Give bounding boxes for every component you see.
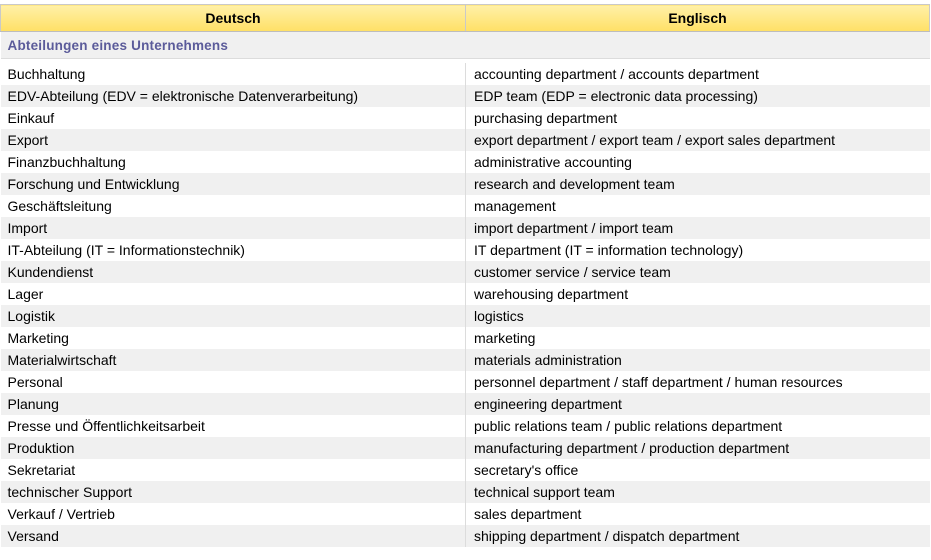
column-header-deutsch: Deutsch [0, 4, 466, 32]
cell-englisch: sales department [465, 503, 930, 525]
cell-englisch: shipping department / dispatch departmen… [465, 525, 930, 547]
cell-englisch: technical support team [465, 481, 930, 503]
cell-deutsch: Logistik [0, 305, 466, 327]
table-row: Produktion manufacturing department / pro… [0, 437, 930, 459]
cell-deutsch: Einkauf [7, 110, 55, 126]
cell-deutsch: Buchhaltung [7, 66, 86, 82]
cell-englisch: research and development team [465, 173, 930, 195]
cell-englisch: personnel department / staff department … [465, 371, 930, 393]
cell-deutsch: Produktion [0, 437, 466, 459]
table-row: Export export department / export team / … [0, 129, 930, 151]
cell-deutsch: Materialwirtschaft [0, 349, 466, 371]
cell-deutsch: Personal [7, 374, 63, 390]
table-row: Forschung und Entwicklung research and de… [0, 173, 930, 195]
cell-englisch: engineering department [465, 393, 930, 415]
cell-englisch: manufacturing department / production de… [465, 437, 930, 459]
cell-deutsch: Finanzbuchhaltung [7, 154, 126, 170]
section-title: Abteilungen eines Unternehmens [0, 31, 930, 59]
table-row: Presse und Öffentlichkeitsarbeit public r… [1, 415, 930, 437]
table-row: Verkauf / Vertrieb sales department [1, 503, 930, 525]
table-header-row: Deutsch Englisch [0, 4, 930, 32]
cell-deutsch: Geschäftsleitung [7, 198, 112, 214]
cell-englisch: IT department (IT = information technolo… [465, 239, 930, 261]
table-row: IT-Abteilung (IT = Informationstechnik) I… [1, 239, 930, 261]
cell-deutsch: Forschung und Entwicklung [0, 173, 466, 195]
table-row: Logistik logistics [0, 305, 930, 327]
table-row: Versand shipping department / dispatch de… [0, 525, 930, 547]
table-row: Materialwirtschaft materials administrati… [0, 349, 930, 371]
cell-englisch: purchasing department [465, 107, 930, 129]
table-row: Sekretariat secretary's office [1, 459, 930, 481]
cell-deutsch: EDV-Abteilung (EDV = elektronische Daten… [0, 85, 466, 107]
table-row: Finanzbuchhaltung administrative accounti… [1, 151, 930, 173]
cell-deutsch: Planung [0, 393, 466, 415]
cell-deutsch: Lager [7, 286, 44, 302]
table-row: EDV-Abteilung (EDV = elektronische Daten… [0, 85, 930, 107]
cell-englisch: warehousing department [465, 283, 930, 305]
column-header-englisch: Englisch [465, 4, 930, 32]
cell-englisch: logistics [465, 305, 930, 327]
section-spacer [0, 58, 930, 63]
cell-deutsch: Kundendienst [0, 261, 466, 283]
cell-englisch: management [465, 195, 930, 217]
cell-deutsch: Import [0, 217, 466, 239]
table-row: Geschäftsleitung management [1, 195, 930, 217]
table-row: Einkauf purchasing department [1, 107, 930, 129]
cell-deutsch: Marketing [7, 330, 69, 346]
table-row: Marketing marketing [1, 327, 930, 349]
cell-deutsch: Presse und Öffentlichkeitsarbeit [7, 418, 205, 434]
table-row: Import import department / import team [0, 217, 930, 239]
table-row: technischer Support technical support tea… [0, 481, 930, 503]
table-row: Personal personnel department / staff dep… [1, 371, 930, 393]
cell-englisch: customer service / service team [465, 261, 930, 283]
vocabulary-table-container: Deutsch Englisch Abteilungen eines Unter… [0, 4, 930, 547]
cell-englisch: export department / export team / export… [465, 129, 930, 151]
cell-englisch: public relations team / public relations… [465, 415, 930, 437]
table-row: Kundendienst customer service / service t… [0, 261, 930, 283]
cell-englisch: import department / import team [465, 217, 930, 239]
cell-englisch: administrative accounting [465, 151, 930, 173]
section-header-row: Abteilungen eines Unternehmens [0, 31, 930, 59]
cell-deutsch: Verkauf / Vertrieb [7, 506, 115, 522]
cell-englisch: accounting department / accounts departm… [465, 63, 930, 85]
cell-deutsch: Sekretariat [7, 462, 76, 478]
vocabulary-table: Deutsch Englisch Abteilungen eines Unter… [0, 4, 930, 547]
table-row: Planung engineering department [0, 393, 930, 415]
table-row: Lager warehousing department [1, 283, 930, 305]
cell-englisch: marketing [465, 327, 930, 349]
cell-englisch: materials administration [465, 349, 930, 371]
cell-deutsch: IT-Abteilung (IT = Informationstechnik) [7, 242, 245, 258]
cell-englisch: EDP team (EDP = electronic data processi… [465, 85, 930, 107]
cell-deutsch: Versand [0, 525, 466, 547]
cell-deutsch: technischer Support [0, 481, 466, 503]
table-row: Buchhaltung accounting department / accou… [1, 63, 930, 85]
cell-deutsch: Export [0, 129, 466, 151]
cell-englisch: secretary's office [465, 459, 930, 481]
